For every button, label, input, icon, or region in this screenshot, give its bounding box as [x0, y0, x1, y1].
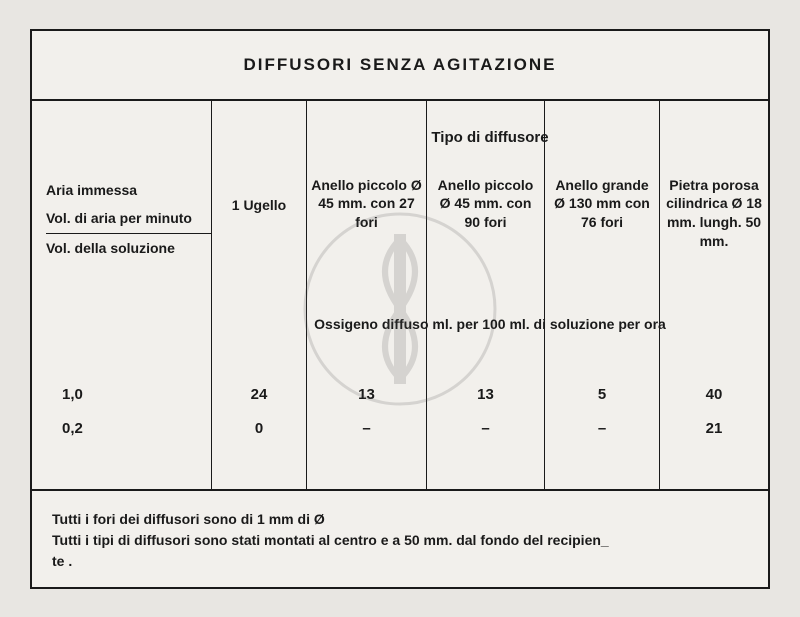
col0-line1: Aria immessa	[46, 181, 201, 200]
col5-data: 40 21	[660, 386, 768, 454]
cell-r0c1: 24	[212, 386, 306, 420]
col5-head: Pietra porosa cilindrica Ø 18 mm. lungh.…	[664, 176, 764, 252]
table-body: Tipo di diffusore Ossigeno diffuso ml. p…	[32, 101, 768, 491]
row-label-0: 1,0	[62, 386, 211, 420]
cell-r1c3: –	[427, 420, 544, 454]
table-card: DIFFUSORI SENZA AGITAZIONE Tipo di diffu…	[30, 29, 770, 589]
col-aria-immessa: Aria immessa Vol. di aria per minuto Vol…	[32, 101, 212, 489]
col1-head: 1 Ugello	[216, 196, 302, 215]
footer-notes: Tutti i fori dei diffusori sono di 1 mm …	[32, 491, 768, 590]
col0-divider-line	[46, 233, 211, 234]
col-anello-piccolo-27: Anello piccolo Ø 45 mm. con 27 fori 13 –	[307, 101, 427, 489]
col-ugello: 1 Ugello 24 0	[212, 101, 307, 489]
cell-r0c4: 5	[545, 386, 659, 420]
footer-line2: Tutti i tipi di diffusori sono stati mon…	[52, 530, 748, 551]
cell-r1c5: 21	[660, 420, 768, 454]
col0-line3: Vol. della soluzione	[46, 239, 201, 258]
footer-line1: Tutti i fori dei diffusori sono di 1 mm …	[52, 509, 748, 530]
cell-r1c2: –	[307, 420, 426, 454]
col-anello-grande: Anello grande Ø 130 mm con 76 fori 5 –	[545, 101, 660, 489]
cell-r0c3: 13	[427, 386, 544, 420]
col0-line2: Vol. di aria per minuto	[46, 209, 201, 228]
col-anello-piccolo-90: Anello piccolo Ø 45 mm. con 90 fori 13 –	[427, 101, 545, 489]
col2-data: 13 –	[307, 386, 426, 454]
row-label-1: 0,2	[62, 420, 211, 454]
col4-data: 5 –	[545, 386, 659, 454]
title-text: DIFFUSORI SENZA AGITAZIONE	[244, 55, 557, 75]
col0-data: 1,0 0,2	[32, 386, 211, 454]
title-row: DIFFUSORI SENZA AGITAZIONE	[32, 31, 768, 101]
cell-r0c2: 13	[307, 386, 426, 420]
cell-r1c1: 0	[212, 420, 306, 454]
col3-head: Anello piccolo Ø 45 mm. con 90 fori	[431, 176, 540, 233]
col-pietra-porosa: Pietra porosa cilindrica Ø 18 mm. lungh.…	[660, 101, 768, 489]
col4-head: Anello grande Ø 130 mm con 76 fori	[549, 176, 655, 233]
col1-data: 24 0	[212, 386, 306, 454]
col3-data: 13 –	[427, 386, 544, 454]
cell-r0c5: 40	[660, 386, 768, 420]
footer-line3: te .	[52, 551, 748, 572]
col2-head: Anello piccolo Ø 45 mm. con 27 fori	[311, 176, 422, 233]
col0-head: Aria immessa Vol. di aria per minuto Vol…	[46, 181, 201, 259]
cell-r1c4: –	[545, 420, 659, 454]
